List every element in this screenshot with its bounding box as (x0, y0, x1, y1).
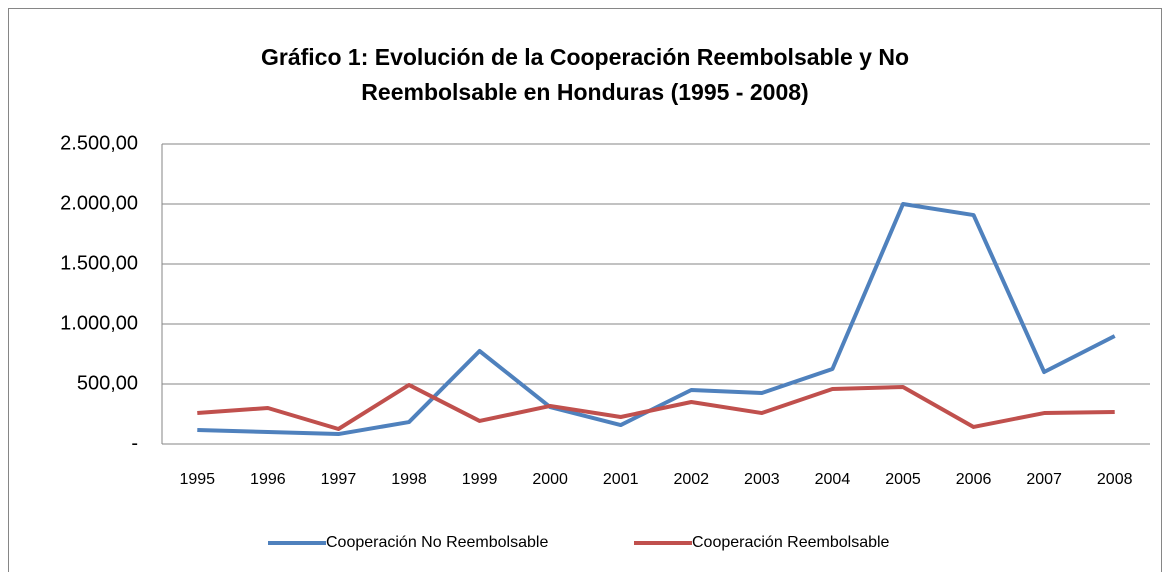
x-tick-label: 2005 (885, 471, 921, 488)
y-tick-label: 2.000,00 (60, 192, 138, 214)
legend-label: Cooperación Reembolsable (692, 534, 890, 551)
x-tick-label: 2004 (815, 471, 851, 488)
y-tick-label: 2.500,00 (60, 132, 138, 154)
x-tick-label: 1998 (391, 471, 427, 488)
y-tick-label: 1.000,00 (60, 312, 138, 334)
x-tick-label: 2007 (1026, 471, 1062, 488)
series-line (197, 382, 1115, 431)
x-tick-label: 2006 (956, 471, 992, 488)
legend-label: Cooperación No Reembolsable (326, 534, 548, 551)
chart-title: Gráfico 1: Evolución de la Cooperación R… (261, 44, 909, 105)
x-tick-label: 1996 (250, 471, 286, 488)
x-tick-label: 2002 (673, 471, 709, 488)
x-tick-label: 2001 (603, 471, 639, 488)
y-tick-label: 1.500,00 (60, 252, 138, 274)
x-tick-label: 2008 (1097, 471, 1133, 488)
x-tick-label: 1997 (321, 471, 357, 488)
x-tick-label: 2003 (744, 471, 780, 488)
y-tick-label: - (131, 432, 138, 454)
x-tick-label: 2000 (532, 471, 568, 488)
x-tick-label: 1995 (179, 471, 215, 488)
chart-border (8, 8, 1162, 572)
y-tick-label: 500,00 (77, 372, 138, 394)
x-tick-label: 1999 (462, 471, 498, 488)
